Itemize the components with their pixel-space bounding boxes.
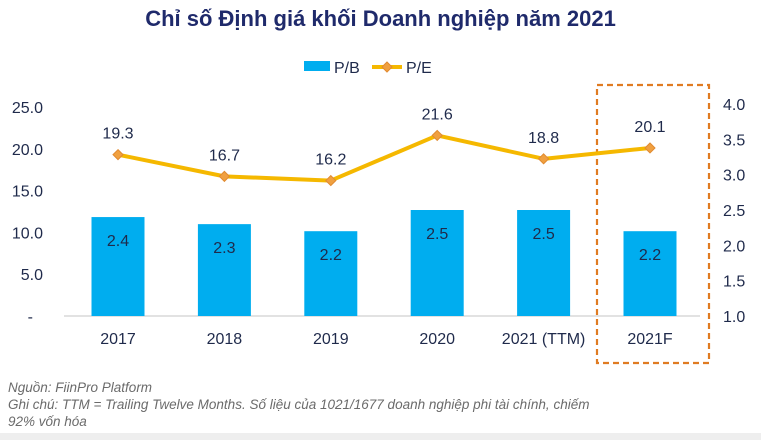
legend-label-pb: P/B	[334, 60, 360, 77]
pb-data-label: 2.5	[532, 226, 554, 243]
legend-label-pe: P/E	[406, 60, 432, 77]
pe-data-label: 20.1	[634, 119, 665, 136]
legend-swatch-pb	[304, 61, 330, 71]
left-tick-label: 5.0	[21, 267, 43, 284]
left-axis: - 5.0 10.0 15.0 20.0 25.0	[12, 100, 43, 326]
right-tick-label: 3.0	[723, 168, 745, 185]
x-tick-label: 2019	[313, 331, 349, 348]
x-tick-label: 2020	[419, 331, 455, 348]
pe-marker	[218, 170, 231, 183]
pb-data-label: 2.4	[107, 233, 129, 250]
highlight-box	[595, 83, 711, 365]
right-tick-label: 2.0	[723, 238, 745, 255]
right-tick-label: 4.0	[723, 97, 745, 114]
right-tick-label: 1.5	[723, 274, 745, 291]
left-tick-label: 25.0	[12, 100, 43, 117]
x-axis-labels: 2017 2018 2019 2020 2021 (TTM) 2021F	[100, 331, 673, 348]
pb-bar	[623, 231, 677, 316]
right-tick-label: 1.0	[723, 309, 745, 326]
chart: P/B P/E - 5.0 10.0 15.0 20.0 25.0 1.0 1.5 2.0 2.5…	[12, 60, 745, 365]
pe-data-label: 18.8	[528, 130, 559, 147]
pb-bar	[517, 210, 571, 316]
pe-marker	[112, 148, 124, 161]
pe-data-label: 19.3	[102, 126, 133, 143]
x-tick-label: 2021F	[627, 331, 673, 348]
pe-data-label: 21.6	[422, 106, 453, 123]
pb-data-label: 2.2	[320, 247, 342, 264]
pb-data-label: 2.5	[426, 226, 448, 243]
pe-marker	[537, 153, 550, 165]
chart-title: Chỉ số Định giá khối Doanh nghiệp năm 20…	[145, 6, 616, 31]
note-line-2: 92% vốn hóa	[8, 414, 87, 429]
pe-marker	[644, 142, 656, 154]
pb-bar	[197, 224, 251, 316]
pb-bar	[91, 217, 145, 316]
x-tick-label: 2017	[100, 331, 136, 348]
pe-data-label: 16.2	[315, 152, 346, 169]
right-tick-label: 3.5	[723, 132, 745, 149]
left-tick-label: 15.0	[12, 184, 43, 201]
left-tick-label: 20.0	[12, 142, 43, 159]
left-tick-label: 10.0	[12, 225, 43, 242]
left-tick-label: -	[28, 309, 33, 326]
pe-marker	[431, 129, 443, 142]
right-tick-label: 2.5	[723, 203, 745, 220]
legend: P/B P/E	[304, 60, 432, 77]
footer-bar	[0, 433, 761, 440]
source-note: Nguồn: FiinPro Platform	[8, 380, 153, 395]
legend-marker-pe	[381, 61, 393, 73]
right-axis: 1.0 1.5 2.0 2.5 3.0 3.5 4.0	[723, 97, 745, 326]
pb-data-label: 2.3	[213, 240, 235, 257]
pe-data-label: 16.7	[209, 147, 240, 164]
pb-bars: 2.4 2.3 2.2 2.5 2.5 2.2	[91, 210, 677, 316]
note-line-1: Ghi chú: TTM = Trailing Twelve Months. S…	[8, 397, 590, 412]
pb-bar	[304, 231, 358, 316]
pb-bar	[410, 210, 464, 316]
x-tick-label: 2018	[207, 331, 243, 348]
pe-marker	[325, 174, 337, 187]
x-tick-label: 2021 (TTM)	[502, 331, 586, 348]
forecast-highlight-box	[595, 83, 711, 365]
pe-series-line	[117, 133, 651, 183]
pb-data-label: 2.2	[639, 247, 661, 264]
pe-line: 19.3 16.7 16.2 21.6 18.8 20.1	[102, 106, 666, 187]
